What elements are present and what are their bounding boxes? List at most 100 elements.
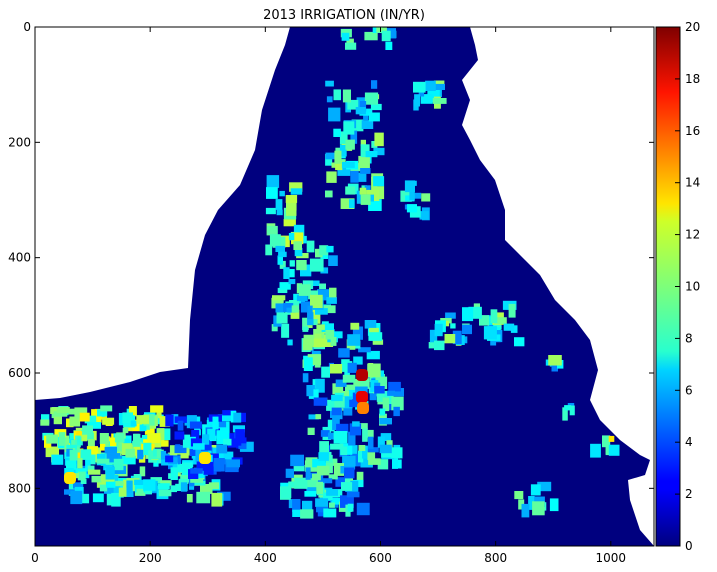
field-pixel	[217, 414, 232, 422]
field-pixel	[374, 132, 384, 147]
field-pixel	[266, 175, 280, 188]
field-pixel	[364, 320, 377, 329]
field-pixel	[380, 433, 392, 441]
x-tick-label: 600	[369, 551, 392, 565]
field-pixel	[125, 448, 135, 458]
field-pixel	[281, 323, 290, 338]
field-pixel	[479, 315, 490, 326]
field-pixel	[310, 294, 323, 308]
field-pixel	[374, 386, 385, 394]
field-pixel	[342, 374, 356, 383]
field-pixel	[157, 483, 170, 490]
field-pixel	[180, 450, 189, 459]
field-pixel	[178, 478, 189, 484]
field-pixel	[275, 303, 285, 313]
field-pixel	[318, 452, 329, 461]
field-pixel	[326, 171, 337, 183]
field-pixel	[139, 424, 147, 432]
x-axis: 0 200 400 600 800 1000	[31, 27, 626, 565]
field-pixel	[334, 150, 342, 164]
field-pixel	[444, 334, 456, 344]
field-pixel	[376, 27, 387, 33]
field-pixel	[212, 421, 227, 428]
field-pixel	[325, 330, 335, 340]
field-pixel	[217, 491, 231, 501]
field-pixel	[302, 500, 313, 510]
field-pixel	[358, 445, 366, 451]
field-pixel	[170, 485, 177, 493]
field-pixel	[208, 482, 220, 490]
field-pixel	[177, 420, 184, 431]
colorbar-ticks: 0 2 4 6 8 10 12 14 16 18 20	[675, 20, 700, 553]
field-pixel	[490, 309, 498, 323]
field-pixel	[136, 488, 144, 495]
field-pixel	[82, 425, 93, 438]
field-pixel	[342, 455, 356, 467]
field-pixel	[340, 446, 348, 456]
irrigated-field-pixels	[40, 27, 620, 519]
field-pixel	[296, 260, 307, 271]
field-pixel	[110, 437, 117, 446]
field-pixel	[289, 269, 295, 278]
field-pixel	[102, 417, 115, 425]
field-pixel	[190, 468, 203, 474]
field-pixel-hot	[357, 402, 369, 414]
field-pixel	[347, 503, 354, 512]
field-pixel	[302, 373, 309, 383]
field-pixel	[371, 141, 378, 148]
field-pixel	[358, 155, 370, 169]
field-pixel	[309, 258, 324, 272]
field-pixel	[421, 193, 431, 202]
field-pixel	[159, 416, 170, 427]
field-pixel	[326, 96, 333, 103]
field-pixel	[429, 329, 438, 343]
field-pixel	[353, 356, 363, 365]
field-pixel	[174, 431, 185, 440]
field-pixel	[367, 363, 381, 378]
field-pixel	[302, 326, 309, 332]
field-pixel	[292, 509, 304, 517]
field-pixel	[156, 409, 162, 419]
field-pixel	[66, 448, 73, 457]
field-pixel	[321, 366, 330, 378]
field-pixel	[265, 207, 276, 215]
field-pixel	[315, 378, 325, 393]
field-pixel	[333, 89, 341, 101]
field-pixel	[351, 445, 358, 459]
field-pixel	[348, 389, 355, 399]
field-pixel	[91, 475, 102, 483]
field-pixel	[293, 224, 305, 237]
field-pixel	[564, 405, 572, 411]
plot-frame	[34, 26, 655, 547]
field-pixel	[326, 399, 335, 411]
x-tick-label: 400	[254, 551, 277, 565]
field-pixel	[306, 487, 319, 493]
field-pixel	[208, 453, 219, 462]
field-pixel	[608, 444, 620, 456]
x-tick-label: 800	[484, 551, 507, 565]
x-tick-label: 1000	[596, 551, 627, 565]
field-pixel	[40, 419, 50, 426]
field-pixel	[288, 279, 296, 285]
field-pixel	[345, 42, 357, 50]
field-pixel	[508, 303, 516, 318]
field-pixel	[518, 499, 525, 510]
field-pixel	[313, 397, 328, 406]
field-pixel	[347, 334, 361, 346]
field-pixel	[150, 477, 162, 484]
field-pixel	[300, 509, 314, 519]
field-pixel	[328, 432, 338, 440]
field-pixel	[288, 233, 295, 241]
field-pixel	[97, 409, 108, 417]
field-pixel	[528, 496, 535, 510]
field-pixel	[272, 295, 286, 301]
field-pixel	[290, 309, 300, 319]
field-pixel-hot	[356, 391, 368, 403]
field-pixel	[367, 452, 376, 461]
field-pixel	[325, 80, 334, 87]
field-pixel	[373, 176, 385, 187]
field-pixel	[319, 245, 329, 256]
field-pixel	[350, 130, 358, 144]
plot-area	[35, 27, 654, 546]
